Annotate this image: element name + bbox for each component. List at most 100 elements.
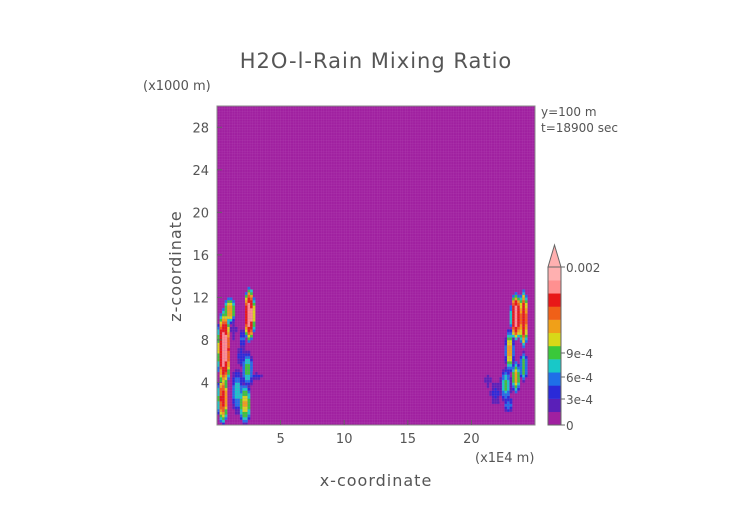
heatmap-cell <box>244 371 248 375</box>
heatmap-cell <box>252 377 256 381</box>
heatmap-cell <box>484 377 487 381</box>
heatmap-cell <box>252 323 256 327</box>
heatmap-cell <box>519 302 523 306</box>
heatmap-cell <box>507 377 510 381</box>
heatmap-cell <box>242 379 246 383</box>
heatmap-cell <box>244 382 248 386</box>
heatmap-cell <box>250 310 253 314</box>
heatmap-cell <box>512 310 515 314</box>
heatmap-cell <box>247 350 251 354</box>
heatmap-cell <box>247 318 251 322</box>
heatmap-cell <box>489 374 493 378</box>
heatmap-cell <box>247 313 251 317</box>
heatmap-cell <box>512 358 515 362</box>
heatmap-cell <box>514 305 518 309</box>
heatmap-cell <box>217 329 220 333</box>
heatmap-cell <box>224 300 228 304</box>
heatmap-cell <box>250 371 253 375</box>
heatmap-cell <box>229 337 233 341</box>
heatmap-cell <box>234 371 238 375</box>
heatmap-cell <box>524 300 528 304</box>
heatmap-cell <box>517 294 521 298</box>
heatmap-cell <box>227 371 231 375</box>
heatmap-cell <box>242 390 246 394</box>
heatmap-cell <box>234 374 238 378</box>
heatmap-cell <box>250 302 253 306</box>
heatmap-cell <box>242 339 246 343</box>
heatmap-cell <box>237 409 241 413</box>
heatmap-cell <box>517 316 521 319</box>
heatmap-cell <box>222 347 225 351</box>
heatmap-cell <box>222 342 225 346</box>
heatmap-cell <box>496 395 500 399</box>
heatmap-cell <box>504 382 508 386</box>
heatmap-cell <box>217 353 220 357</box>
heatmap-cell <box>237 350 241 354</box>
heatmap-cell <box>244 321 248 325</box>
heatmap-cell <box>224 313 228 317</box>
heatmap-cell <box>514 308 518 311</box>
heatmap-cell <box>242 374 246 378</box>
heatmap-cell <box>239 403 243 407</box>
plot-frame <box>216 105 536 426</box>
heatmap-cell <box>217 390 220 394</box>
heatmap-cell <box>509 345 513 349</box>
colorbar-segment <box>548 293 561 307</box>
heatmap-cell <box>514 318 518 322</box>
heatmap-cell <box>222 361 225 365</box>
heatmap-cell <box>224 353 228 357</box>
heatmap-cell <box>501 369 505 373</box>
heatmap-cell <box>522 377 526 381</box>
heatmap-cell <box>522 318 526 322</box>
heatmap-cell <box>524 371 528 375</box>
heatmap-cell <box>507 347 510 351</box>
heatmap-cell <box>244 393 248 397</box>
heatmap-cell <box>509 398 513 402</box>
heatmap-cell <box>517 377 521 381</box>
heatmap-cell <box>486 377 490 381</box>
heatmap-cell <box>234 379 238 383</box>
heatmap-cell <box>524 323 528 327</box>
heatmap-cell <box>232 331 236 335</box>
heatmap-cell <box>224 403 228 407</box>
heatmap-cell <box>217 369 220 373</box>
heatmap-cell <box>504 347 508 351</box>
heatmap-cell <box>514 385 518 389</box>
heatmap-cell <box>247 390 251 394</box>
heatmap-cell <box>522 369 526 373</box>
heatmap-cell <box>491 403 495 407</box>
heatmap-cell <box>514 310 518 314</box>
heatmap-cell <box>514 369 518 373</box>
heatmap-cell <box>227 331 231 335</box>
heatmap-cell <box>219 403 223 407</box>
heatmap-cell <box>227 339 231 343</box>
heatmap-cell <box>222 371 225 375</box>
heatmap-cell <box>219 382 223 386</box>
heatmap-cell <box>232 316 236 319</box>
heatmap-cell <box>237 363 241 367</box>
heatmap-cell <box>522 305 526 309</box>
heatmap-cell <box>517 323 521 327</box>
heatmap-cell <box>227 358 231 362</box>
heatmap-cell <box>514 316 518 319</box>
heatmap-cell <box>247 414 251 418</box>
heatmap-cell <box>507 387 510 391</box>
heatmap-cell <box>507 371 510 375</box>
heatmap-cell <box>514 371 518 375</box>
heatmap-cell <box>507 406 510 410</box>
heatmap-cell <box>250 289 253 293</box>
heatmap-cell <box>237 403 241 407</box>
heatmap-cell <box>222 329 225 333</box>
colorbar-segment <box>548 332 561 347</box>
heatmap-cell <box>229 310 233 314</box>
heatmap-cell <box>524 331 528 335</box>
heatmap-cell <box>227 363 231 367</box>
heatmap-cell <box>234 403 238 407</box>
heatmap-cell <box>219 321 223 325</box>
heatmap-cell <box>514 292 518 296</box>
heatmap-cell <box>224 369 228 373</box>
heatmap-cell <box>219 406 223 410</box>
heatmap-cell <box>222 379 225 383</box>
heatmap-cell <box>514 377 518 381</box>
heatmap-cell <box>237 379 241 383</box>
